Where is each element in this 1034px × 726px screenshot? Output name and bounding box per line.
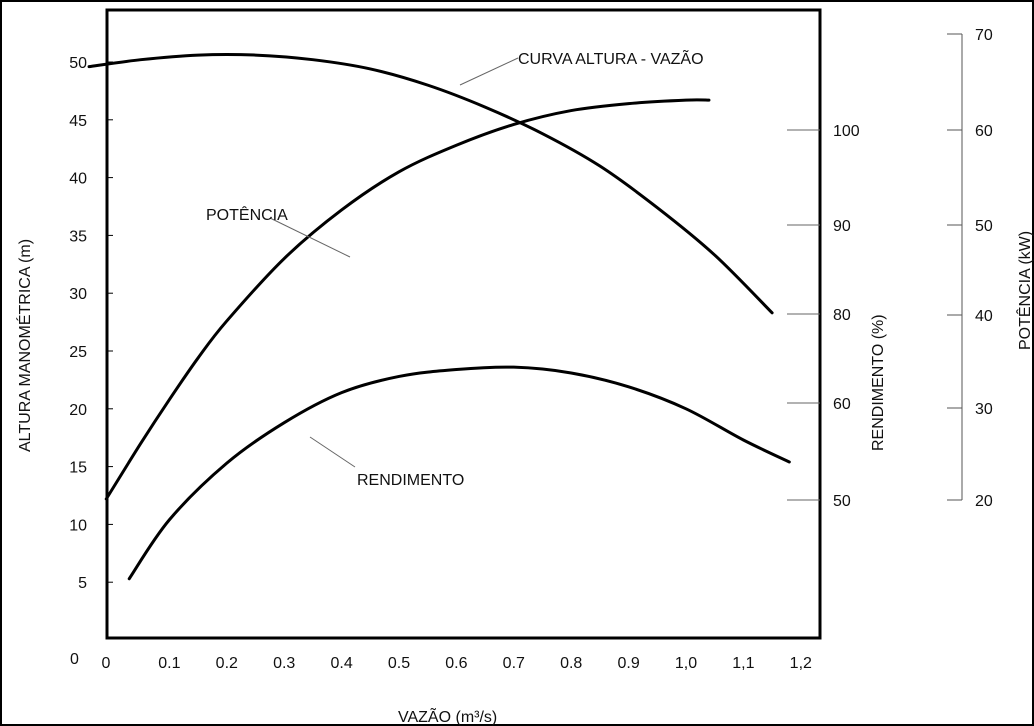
x-tick-label: 0.4	[330, 655, 352, 672]
efficiency-axis-title: RENDIMENTO (%)	[870, 314, 887, 451]
head-axis-ticks: 5 10 15 20 25 30 35 40 45 50	[69, 55, 113, 592]
head-tick-label: 50	[69, 55, 87, 72]
plot-frame	[105, 8, 822, 640]
power-tick-label: 20	[975, 493, 993, 510]
x-tick-label: 0.8	[560, 655, 582, 672]
head-axis-title: ALTURA MANOMÉTRICA (m)	[15, 239, 34, 452]
x-tick-label: 1,2	[790, 655, 812, 672]
efficiency-tick-label: 60	[833, 396, 851, 413]
head-curve-leader	[459, 57, 519, 86]
power-tick-label: 50	[975, 218, 993, 235]
head-tick-label: 40	[69, 171, 87, 188]
head-tick-label: 25	[69, 344, 87, 361]
head-zero-label: 0	[70, 651, 79, 668]
power-axis-ticks: 20 30 40 50 60 70	[947, 27, 993, 510]
x-tick-label: 0.3	[273, 655, 295, 672]
x-tick-label: 0	[102, 655, 111, 672]
potencia-leader	[269, 217, 351, 258]
x-tick-label: 0.6	[445, 655, 467, 672]
x-tick-label: 1,0	[675, 655, 697, 672]
x-tick-label: 0.7	[503, 655, 525, 672]
x-tick-label: 1,1	[732, 655, 754, 672]
head-tick-label: 45	[69, 113, 87, 130]
head-tick-label: 30	[69, 286, 87, 303]
series-layer	[87, 52, 791, 581]
head-tick-label: 10	[69, 517, 87, 534]
head-curve-line	[87, 52, 774, 315]
x-axis-title: VAZÃO (m³/s)	[398, 706, 497, 726]
efficiency-axis-ticks: 50 60 80 90 100	[787, 123, 860, 510]
x-tick-label: 0.2	[216, 655, 238, 672]
rendimento-line	[127, 365, 791, 581]
power-tick-label: 40	[975, 308, 993, 325]
head-curve-label: CURVA ALTURA - VAZÃO	[518, 48, 704, 68]
potencia-line	[104, 98, 711, 501]
x-tick-label: 0.9	[617, 655, 639, 672]
power-tick-label: 70	[975, 27, 993, 44]
head-tick-label: 15	[69, 460, 87, 477]
head-tick-label: 5	[78, 575, 87, 592]
x-tick-label: 0.5	[388, 655, 410, 672]
power-axis-title: POTÊNCIA (kW)	[1015, 231, 1034, 350]
rendimento-leader	[309, 436, 356, 468]
power-tick-label: 30	[975, 401, 993, 418]
efficiency-tick-label: 100	[833, 123, 860, 140]
potencia-label: POTÊNCIA	[206, 205, 288, 224]
efficiency-tick-label: 80	[833, 307, 851, 324]
rendimento-label: RENDIMENTO	[357, 472, 464, 489]
efficiency-tick-label: 50	[833, 493, 851, 510]
head-tick-label: 20	[69, 402, 87, 419]
head-tick-label: 35	[69, 228, 87, 245]
x-tick-label: 0.1	[158, 655, 180, 672]
efficiency-tick-label: 90	[833, 218, 851, 235]
power-tick-label: 60	[975, 123, 993, 140]
x-axis-ticks: 0 0.1 0.2 0.3 0.4 0.5 0.6 0.7 0.8 0.9 1,0 1,1 1,2	[102, 655, 812, 672]
